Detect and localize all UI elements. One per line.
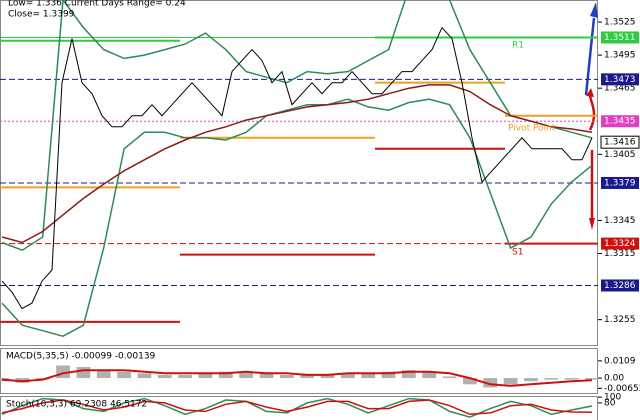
macd-bar xyxy=(544,378,559,380)
annotation: Pivot Point xyxy=(508,124,556,134)
macd-bar xyxy=(157,374,172,379)
y-tick-label: 1.3465 xyxy=(604,84,636,94)
series-line xyxy=(1,84,593,244)
arrows xyxy=(584,2,598,230)
macd-bar xyxy=(340,373,355,379)
level-label: 1.3286 xyxy=(604,281,636,291)
macd-panel xyxy=(0,348,598,394)
macd-bar xyxy=(463,378,477,385)
macd-bar xyxy=(402,370,416,379)
y-tick-label: 1.3345 xyxy=(604,216,636,226)
y-tick-label: 1.3255 xyxy=(604,315,636,325)
macd-bar xyxy=(320,374,335,379)
header-text: Low= 1.336 Current Days Range= 0.24 xyxy=(8,0,186,9)
macd-bar xyxy=(381,371,396,379)
macd-bar xyxy=(300,374,315,379)
plot-area xyxy=(0,0,598,338)
macd-bar xyxy=(585,378,598,380)
y-tick-label: 1.3315 xyxy=(604,249,636,259)
panel-title: Stoch(10,3,3) 69.2308 46.5172 xyxy=(6,400,147,410)
plot-area xyxy=(0,365,598,388)
level-box xyxy=(601,279,639,292)
macd-bar xyxy=(117,371,131,379)
level-box xyxy=(601,31,639,44)
stoch-panel xyxy=(0,396,598,420)
level-label: 1.3511 xyxy=(604,33,636,43)
level-label: 1.3473 xyxy=(604,75,636,85)
macd-bar xyxy=(218,371,233,379)
level-box xyxy=(601,115,639,128)
macd-bar xyxy=(137,373,152,379)
macd-bar xyxy=(76,367,91,379)
level-box xyxy=(601,237,639,250)
y-tick-label: 100 xyxy=(604,393,621,403)
main-panel xyxy=(0,0,598,346)
level-box xyxy=(601,73,639,86)
level-label: 1.3435 xyxy=(604,117,636,127)
macd-bar xyxy=(483,378,498,388)
y-tick-label: 0.00 xyxy=(604,374,624,384)
current-price-box xyxy=(600,135,640,149)
macd-bar xyxy=(198,373,213,379)
macd-bar xyxy=(422,371,437,379)
annotation: R1 xyxy=(512,41,524,51)
y-tick-label: 0.0109 xyxy=(604,356,636,366)
macd-bar xyxy=(279,374,294,379)
macd-bar xyxy=(524,378,538,382)
macd-bar xyxy=(259,373,274,379)
macd-bar xyxy=(96,370,111,379)
macd-bar xyxy=(361,373,376,379)
macd-bar xyxy=(564,378,579,380)
annotation: S1 xyxy=(512,248,523,258)
level-label: 1.3379 xyxy=(604,178,636,188)
current-price: 1.3416 xyxy=(604,138,636,148)
y-tick-label: -0.00652 xyxy=(604,384,640,394)
level-label: 1.3324 xyxy=(604,239,636,249)
series-line xyxy=(1,26,593,310)
macd-bar xyxy=(178,374,192,379)
plot-area xyxy=(1,397,593,418)
signal-line xyxy=(1,369,593,387)
series-line xyxy=(1,399,593,416)
series-line xyxy=(1,397,593,418)
y-tick-label: 1.3405 xyxy=(604,150,636,160)
y-tick-label: 1.3495 xyxy=(604,51,636,61)
y-tick-label: 1.3525 xyxy=(604,18,636,28)
level-box xyxy=(601,176,639,189)
macd-bar xyxy=(503,378,518,385)
series-line xyxy=(1,0,593,252)
y-tick-label: 80 xyxy=(604,398,616,408)
series-line xyxy=(1,98,593,338)
macd-bar xyxy=(442,376,457,379)
panel-title: MACD(5,35,5) -0.00099 -0.00139 xyxy=(6,352,156,362)
header-text: Close= 1.3399 xyxy=(8,10,75,20)
macd-bar xyxy=(239,371,254,379)
